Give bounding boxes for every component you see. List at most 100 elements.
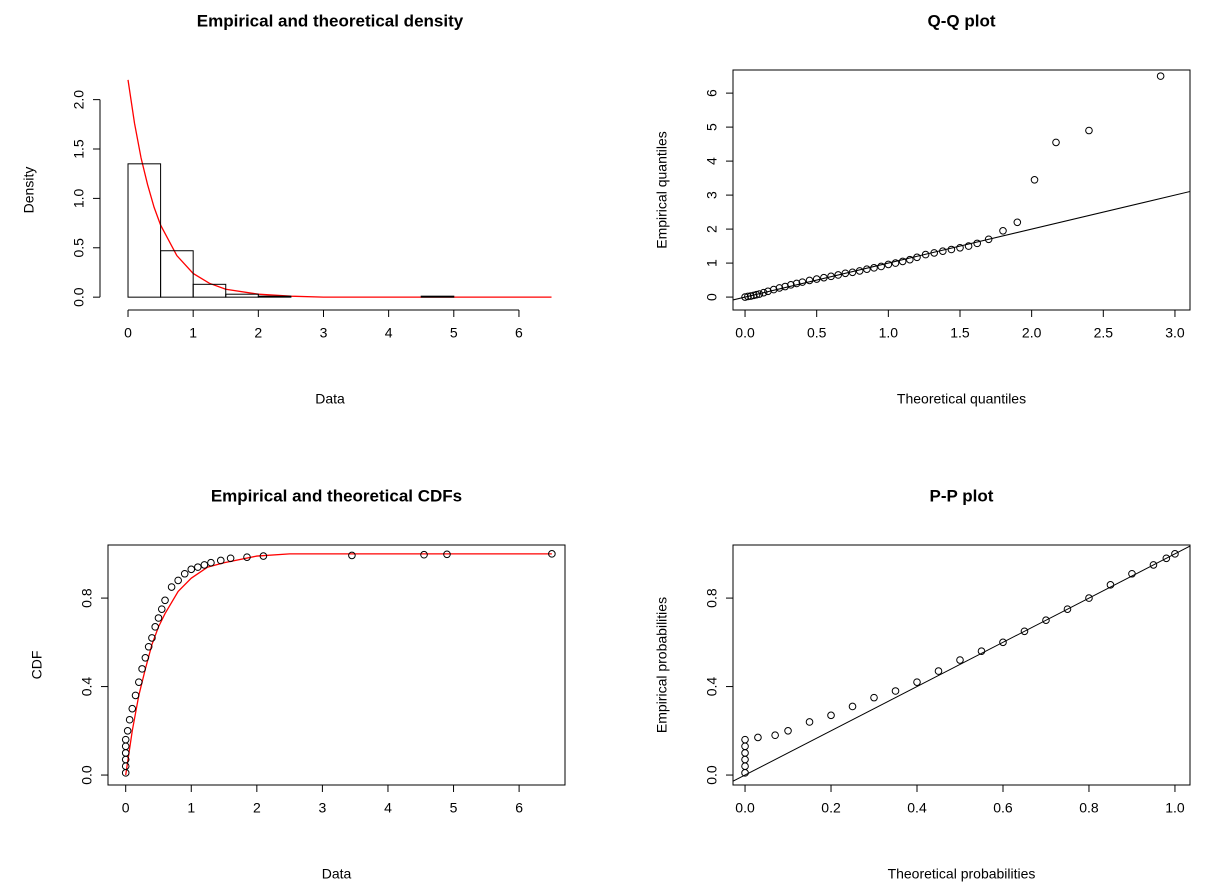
plot-box [732, 69, 1191, 311]
point [956, 656, 964, 664]
point [841, 269, 850, 278]
point [1063, 605, 1072, 613]
point [870, 693, 878, 702]
point [805, 718, 814, 726]
point [226, 554, 235, 563]
bar [225, 293, 259, 298]
point [138, 665, 146, 673]
x-tick-label: 0 [124, 325, 132, 341]
curve [125, 553, 552, 776]
bar [127, 163, 162, 298]
x-tick-label: 0 [122, 800, 130, 816]
y-tick-label: 2.0 [71, 90, 87, 110]
bar [160, 250, 194, 298]
y-tick-label: 0.0 [704, 765, 720, 785]
x-tick-label: 4 [384, 800, 392, 816]
point [548, 550, 556, 558]
y-tick-label: 2 [704, 225, 720, 233]
point [167, 583, 176, 591]
point [741, 742, 749, 751]
y-tick-label: 4 [704, 157, 720, 165]
reference-line [733, 545, 1190, 782]
panel: P-P plot Theoretical probabilities Empiric… [654, 486, 1191, 882]
y-tick-label: 1.5 [71, 139, 87, 159]
x-tick-label: 0.8 [1079, 800, 1099, 816]
point [144, 642, 153, 651]
point [1128, 569, 1136, 578]
point [741, 293, 749, 301]
point [443, 550, 451, 559]
point [744, 292, 752, 301]
x-tick-label: 3.0 [1165, 325, 1185, 341]
point [834, 271, 842, 279]
point [812, 275, 821, 283]
point [999, 226, 1007, 235]
point [999, 638, 1007, 647]
point [754, 733, 762, 742]
x-axis-label: Theoretical probabilities [888, 866, 1036, 882]
panel-title: Q-Q plot [928, 11, 996, 30]
x-tick-label: 3 [320, 325, 328, 341]
point [746, 292, 755, 300]
x-tick-label: 0.0 [735, 800, 755, 816]
point [938, 247, 947, 255]
x-tick-label: 1 [189, 325, 197, 341]
point [820, 273, 828, 282]
plot-box [107, 544, 566, 786]
point [121, 762, 130, 770]
point [898, 257, 907, 266]
point [121, 742, 130, 751]
curve [127, 79, 552, 298]
point [259, 552, 268, 560]
y-tick-label: 1 [704, 259, 720, 267]
plot-area [125, 553, 552, 776]
x-tick-label: 6 [515, 325, 523, 341]
point [125, 715, 134, 724]
point [157, 605, 166, 613]
x-tick-label: 4 [385, 325, 393, 341]
y-axis-label: Empirical quantiles [654, 131, 670, 249]
y-tick-label: 0.8 [704, 588, 720, 608]
plot-area [127, 79, 552, 298]
y-tick-label: 0.4 [79, 677, 95, 697]
y-tick-label: 6 [704, 89, 720, 97]
panel-title: Empirical and theoretical density [197, 11, 464, 30]
point [891, 259, 900, 267]
point [877, 262, 885, 271]
point [148, 634, 156, 642]
point [180, 569, 189, 578]
y-tick-label: 0 [704, 293, 720, 301]
point [151, 623, 160, 631]
point [930, 249, 939, 257]
point [174, 576, 182, 585]
point [741, 735, 749, 744]
x-tick-label: 1.0 [879, 325, 899, 341]
plot-area [733, 545, 1190, 782]
point [863, 265, 871, 274]
panel: Empirical and theoretical density Data Den… [21, 11, 552, 407]
point [128, 704, 137, 713]
y-tick-label: 0.8 [79, 588, 95, 608]
point [1052, 138, 1060, 147]
x-tick-label: 0.6 [993, 800, 1013, 816]
y-tick-label: 0.0 [79, 765, 95, 785]
point [973, 239, 981, 248]
point [1013, 218, 1022, 227]
point [121, 749, 130, 757]
y-tick-label: 0.5 [71, 238, 87, 258]
y-tick-label: 5 [704, 123, 720, 131]
point [1149, 561, 1158, 569]
point [755, 290, 764, 298]
y-tick-label: 3 [704, 191, 720, 199]
x-tick-label: 0.2 [821, 800, 841, 816]
point [216, 556, 225, 565]
point [956, 243, 964, 252]
point [913, 253, 921, 262]
point [154, 614, 163, 622]
point [798, 278, 807, 286]
panel: Q-Q plot Theoretical quantiles Empirical q… [654, 11, 1191, 407]
point [884, 260, 893, 269]
bar [192, 283, 227, 298]
x-tick-label: 1 [187, 800, 195, 816]
